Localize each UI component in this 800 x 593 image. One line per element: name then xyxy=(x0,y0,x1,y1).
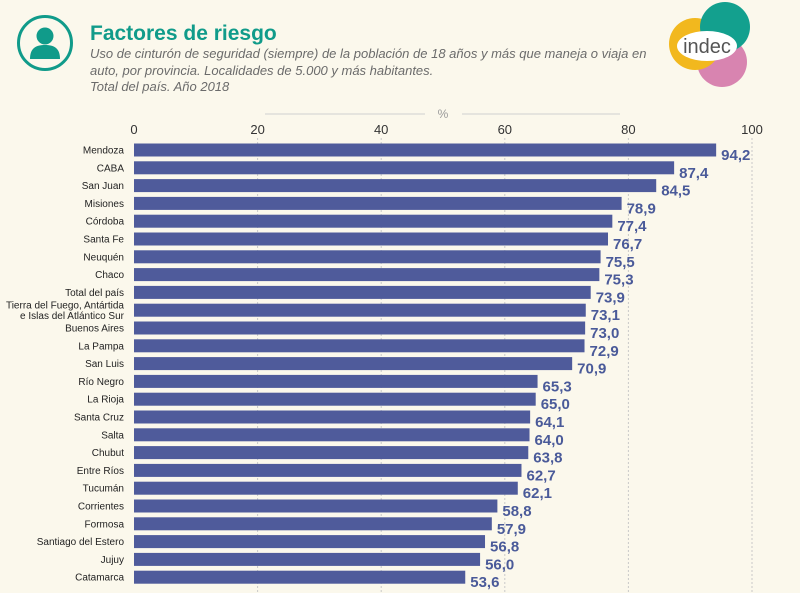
data-label: 70,9 xyxy=(577,361,606,378)
data-label: 87,4 xyxy=(679,165,709,182)
data-label: 64,0 xyxy=(535,432,564,449)
bar xyxy=(134,481,518,495)
indec-logo: indec xyxy=(669,2,750,87)
category-label: Total del país xyxy=(65,288,124,299)
category-label: CABA xyxy=(97,163,125,174)
x-tick-label: 0 xyxy=(130,122,137,137)
bar xyxy=(134,339,585,353)
x-tick-label: 60 xyxy=(498,122,512,137)
bar xyxy=(134,552,481,566)
bars xyxy=(134,143,717,584)
x-tick-label: 20 xyxy=(250,122,264,137)
bar xyxy=(134,143,717,157)
category-label: Río Negro xyxy=(78,377,124,388)
data-label: 56,8 xyxy=(490,539,519,556)
category-label: San Luis xyxy=(85,359,124,370)
bar xyxy=(134,214,613,228)
category-label: Santa Fe xyxy=(83,235,124,246)
category-label: Tucumán xyxy=(83,484,124,495)
x-axis-unit-label: % xyxy=(438,107,449,121)
bar xyxy=(134,357,573,371)
data-label: 63,8 xyxy=(533,450,562,467)
data-label: 73,9 xyxy=(596,289,625,306)
bar xyxy=(134,446,529,460)
bar xyxy=(134,570,466,584)
category-label: Catamarca xyxy=(75,573,124,584)
avatar-icon xyxy=(17,15,73,71)
category-label: Tierra del Fuego, Antártida xyxy=(6,301,124,312)
data-label: 58,8 xyxy=(502,503,531,520)
data-label: 76,7 xyxy=(613,236,642,253)
category-label: Salta xyxy=(101,430,124,441)
bar xyxy=(134,161,675,175)
chart-subtitle: Uso de cinturón de seguridad (siempre) d… xyxy=(90,46,647,78)
bar-chart: 0 20 40 60 80 100 Mendoza CABA San Juan Misiones… xyxy=(6,107,763,593)
category-label: Chaco xyxy=(95,270,124,281)
bar xyxy=(134,232,609,246)
data-label: 77,4 xyxy=(617,218,647,235)
bar xyxy=(134,179,657,193)
category-label: Jujuy xyxy=(101,555,124,566)
x-axis-ticks: 0 20 40 60 80 100 xyxy=(130,122,762,137)
bar xyxy=(134,374,538,388)
category-label: Santiago del Estero xyxy=(37,537,125,548)
category-label: Santa Cruz xyxy=(74,413,124,424)
bar xyxy=(134,463,522,477)
data-label: 65,3 xyxy=(543,378,572,395)
category-label: Entre Ríos xyxy=(77,466,124,477)
category-label: Córdoba xyxy=(86,217,125,228)
x-tick-label: 80 xyxy=(621,122,635,137)
category-label: Chubut xyxy=(92,448,124,459)
category-label: San Juan xyxy=(82,181,124,192)
category-labels: Mendoza CABA San Juan Misiones Córdoba Santa … xyxy=(6,146,125,584)
data-label: 72,9 xyxy=(590,343,619,360)
data-label: 64,1 xyxy=(535,414,564,431)
category-label: La Pampa xyxy=(78,341,124,352)
category-label: Mendoza xyxy=(83,146,125,157)
category-label: Buenos Aires xyxy=(65,324,124,335)
bar xyxy=(134,250,601,264)
data-label: 84,5 xyxy=(661,183,690,200)
bar xyxy=(134,303,586,317)
data-label: 75,3 xyxy=(604,272,633,289)
page-title: Factores de riesgo xyxy=(90,22,277,45)
bar xyxy=(134,321,586,335)
category-label: Formosa xyxy=(85,519,125,530)
bar xyxy=(134,517,492,531)
data-label: 62,1 xyxy=(523,485,552,502)
data-label: 56,0 xyxy=(485,556,514,573)
data-label: 94,2 xyxy=(721,147,750,164)
category-label: e Islas del Atlántico Sur xyxy=(20,311,125,322)
value-labels: 94,2 87,484,5 78,977,476,775,575,373,973,1… xyxy=(470,147,750,591)
category-label: Corrientes xyxy=(78,502,124,513)
data-label: 53,6 xyxy=(470,574,499,591)
category-label: La Rioja xyxy=(87,395,124,406)
x-tick-label: 100 xyxy=(741,122,763,137)
x-tick-label: 40 xyxy=(374,122,388,137)
bar xyxy=(134,410,531,424)
bar xyxy=(134,392,536,406)
bar xyxy=(134,196,622,210)
logo-text: indec xyxy=(683,36,731,58)
bar xyxy=(134,428,530,442)
category-label: Neuquén xyxy=(83,252,124,263)
data-label: 78,9 xyxy=(627,200,656,217)
data-label: 73,1 xyxy=(591,307,620,324)
category-label: Misiones xyxy=(85,199,124,210)
data-label: 73,0 xyxy=(590,325,619,342)
data-label: 65,0 xyxy=(541,396,570,413)
bar xyxy=(134,499,498,513)
bar xyxy=(134,268,600,282)
chart-subtitle-scope: Total del país. Año 2018 xyxy=(90,79,230,94)
bar xyxy=(134,535,486,549)
data-label: 62,7 xyxy=(526,467,555,484)
data-label: 57,9 xyxy=(497,521,526,538)
data-label: 75,5 xyxy=(606,254,635,271)
bar xyxy=(134,285,591,299)
